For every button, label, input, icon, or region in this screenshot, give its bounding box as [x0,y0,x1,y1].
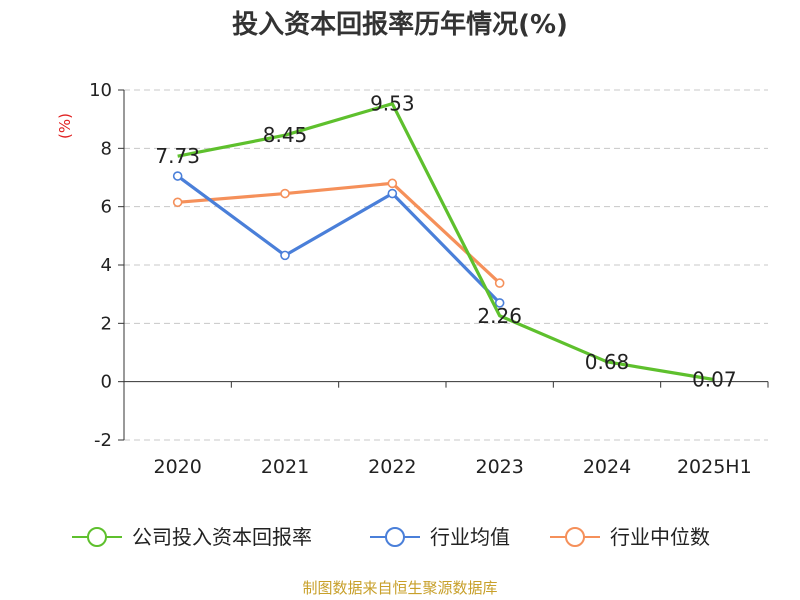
series-point [172,171,183,181]
data-label: 0.07 [692,368,737,392]
source-note: 制图数据来自恒生聚源数据库 [302,579,497,597]
x-tick-label: 2024 [583,456,631,478]
y-tick-label: 2 [101,313,112,334]
x-tick-label: 2022 [368,456,416,478]
y-tick-label: 4 [101,255,112,276]
chart-title: 投入资本回报率历年情况(%) [232,9,568,40]
y-tick-label: -2 [94,430,112,451]
legend-label: 行业中位数 [610,525,710,549]
data-label: 7.73 [155,144,200,168]
x-tick-label: 2020 [153,456,201,478]
data-label: 8.45 [263,123,308,147]
x-tick-label: 2021 [261,456,309,478]
y-tick-label: 8 [101,138,112,159]
data-labels: 7.73 8.45 9.53 2.26 0.68 0.07 [155,92,736,392]
x-tick-label: 2023 [475,456,523,478]
series-point [280,250,290,261]
series-point [280,188,290,199]
data-label: 9.53 [370,92,415,116]
legend: 公司投入资本回报率 行业均值 行业中位数 [72,525,710,549]
data-label: 0.68 [585,350,630,374]
series-point [387,178,398,189]
data-label: 2.26 [477,304,522,328]
y-tick-label: 6 [101,197,112,218]
series-line [176,174,501,305]
series-line [177,181,501,285]
series-point [494,278,505,288]
legend-marker [87,527,107,547]
y-axis-unit: (%) [56,113,74,139]
series-point [494,298,505,308]
x-tick-label: 2025H1 [677,456,752,478]
y-tick-label: 0 [101,372,112,393]
series-point [172,197,183,208]
legend-label: 公司投入资本回报率 [132,525,312,549]
series-line [177,102,715,382]
legend-marker [385,527,405,547]
y-tick-label: 10 [89,80,112,101]
axes: 10 8 6 4 2 0 -2 2020 2021 2022 2023 2024 2025H1 [89,80,769,478]
legend-label: 行业均值 [430,525,510,549]
series-layer [172,102,715,382]
series-point [387,188,398,199]
legend-marker [565,527,585,547]
